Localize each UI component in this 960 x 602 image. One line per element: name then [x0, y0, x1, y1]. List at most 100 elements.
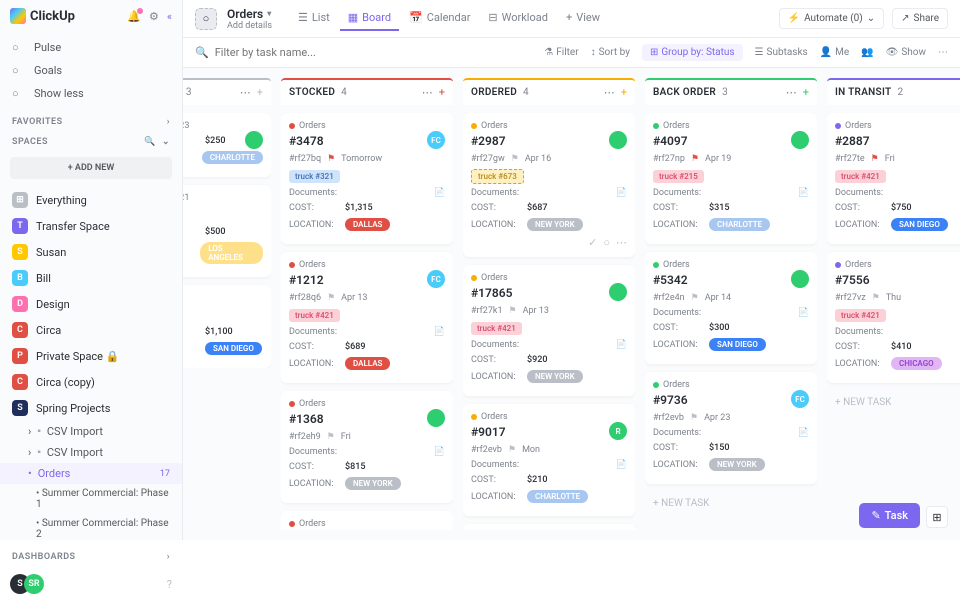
document-icon[interactable]: 📄: [798, 428, 809, 438]
location-pill[interactable]: DALLAS: [345, 218, 390, 231]
card-tag[interactable]: truck #215: [653, 170, 704, 183]
task-card[interactable]: Orders: [463, 524, 635, 530]
group-by-button[interactable]: ⊞ Group by: Status: [642, 44, 743, 61]
card-tag[interactable]: truck #321: [289, 170, 340, 183]
card-tag[interactable]: truck #421: [289, 309, 340, 322]
show-button[interactable]: 👁 Show: [886, 47, 926, 58]
folder-icon[interactable]: ○: [195, 8, 217, 30]
location-pill[interactable]: NEW YORK: [709, 458, 765, 471]
flag-icon[interactable]: ⚑: [691, 154, 699, 164]
card-tag[interactable]: truck #421: [471, 322, 522, 335]
flag-icon[interactable]: ⚑: [509, 306, 517, 316]
space-spring-projects[interactable]: SSpring Projects: [0, 395, 182, 421]
help-icon[interactable]: ?: [167, 578, 172, 591]
column-more-icon[interactable]: ⋯: [604, 86, 615, 99]
task-card[interactable]: ⚑Mon73ST:$1,100N:SAN DIEGO: [183, 285, 271, 368]
folder-item[interactable]: ›▪CSV Import: [0, 442, 182, 463]
filter-button[interactable]: ⚗ Filter: [544, 47, 578, 58]
document-icon[interactable]: 📄: [434, 327, 445, 337]
assignee-avatar[interactable]: [791, 270, 809, 288]
view-tab-workload[interactable]: ⊟Workload: [480, 6, 556, 31]
sidebar-nav-goals[interactable]: ○Goals: [0, 59, 182, 82]
check-icon[interactable]: ✓: [588, 236, 597, 249]
flag-icon[interactable]: ⚑: [872, 293, 880, 303]
sort-button[interactable]: ↕ Sort by: [591, 47, 630, 58]
me-button[interactable]: 👤 Me: [820, 47, 850, 58]
view-tab-list[interactable]: ☰List: [290, 6, 338, 31]
space-circa[interactable]: CCirca: [0, 317, 182, 343]
location-pill[interactable]: DALLAS: [345, 357, 390, 370]
flag-icon[interactable]: ⚑: [511, 154, 519, 164]
column-add-icon[interactable]: +: [439, 86, 445, 99]
document-icon[interactable]: 📄: [616, 340, 627, 350]
flag-icon[interactable]: ⚑: [871, 154, 879, 164]
document-icon[interactable]: 📄: [616, 460, 627, 470]
task-card[interactable]: Orders#2987#rf27gw⚑Apr 16truck #673Docum…: [463, 113, 635, 257]
more-icon[interactable]: ⋯: [616, 236, 627, 249]
new-task-fab[interactable]: ✎ Task: [859, 503, 920, 528]
location-pill[interactable]: LOS ANGELES: [200, 242, 263, 264]
document-icon[interactable]: 📄: [434, 447, 445, 457]
new-task-button[interactable]: + NEW TASK: [827, 391, 960, 414]
column-more-icon[interactable]: ⋯: [786, 86, 797, 99]
task-card[interactable]: Orders#3478FC#rf27bq⚑Tomorrowtruck #321D…: [281, 113, 453, 244]
document-icon[interactable]: 📄: [616, 188, 627, 198]
assignee-avatar[interactable]: [245, 131, 263, 149]
location-pill[interactable]: SAN DIEGO: [205, 342, 262, 355]
add-new-space-button[interactable]: + ADD NEW: [10, 157, 172, 179]
space-circa--copy-[interactable]: CCirca (copy): [0, 369, 182, 395]
task-card[interactable]: ⚑Apr 2121ST:$500N:LOS ANGELES: [183, 185, 271, 277]
assignee-avatar[interactable]: R: [609, 422, 627, 440]
chevron-down-icon[interactable]: ⌄: [162, 137, 170, 147]
location-pill[interactable]: CHARLOTTE: [709, 218, 770, 231]
page-subtitle[interactable]: Add details: [227, 21, 272, 31]
document-icon[interactable]: 📄: [798, 188, 809, 198]
assignee-avatar[interactable]: FC: [427, 131, 445, 149]
logo[interactable]: ClickUp: [10, 8, 75, 24]
space-transfer-space[interactable]: TTransfer Space: [0, 213, 182, 239]
assignee-avatar[interactable]: [791, 131, 809, 149]
task-card[interactable]: Orders#9736FC#rf2evb⚑Apr 23Documents:📄CO…: [645, 372, 817, 484]
folder-item[interactable]: ›▪CSV Import: [0, 421, 182, 442]
task-card[interactable]: Orders#4097#rf27np⚑Apr 19truck #215Docum…: [645, 113, 817, 244]
assignee-button[interactable]: 👥: [861, 47, 873, 58]
assignee-avatar[interactable]: FC: [427, 270, 445, 288]
flag-icon[interactable]: ⚑: [327, 432, 335, 442]
location-pill[interactable]: CHARLOTTE: [527, 490, 588, 503]
flag-icon[interactable]: ⚑: [508, 445, 516, 455]
flag-icon[interactable]: ⚑: [690, 413, 698, 423]
flag-icon[interactable]: ⚑: [691, 293, 699, 303]
user-avatar[interactable]: SR: [24, 574, 44, 594]
document-icon[interactable]: 📄: [798, 308, 809, 318]
search-box[interactable]: 🔍: [195, 46, 534, 59]
card-tag[interactable]: truck #421: [835, 170, 886, 183]
search-icon[interactable]: 🔍: [144, 137, 156, 147]
card-tag[interactable]: truck #421: [835, 309, 886, 322]
task-card[interactable]: ⚑Apr 23ST:$250N:CHARLOTTE: [183, 113, 271, 177]
dashboards-header[interactable]: DASHBOARDS ›: [0, 544, 182, 566]
column-add-icon[interactable]: +: [257, 86, 263, 99]
column-more-icon[interactable]: ⋯: [422, 86, 433, 99]
card-tag[interactable]: truck #673: [471, 169, 524, 184]
task-card[interactable]: Orders#1368#rf2eh9⚑FriDocuments:📄COST:$8…: [281, 391, 453, 503]
more-icon[interactable]: ⋯: [938, 47, 948, 58]
location-pill[interactable]: SAN DIEGO: [891, 218, 948, 231]
view-tab-board[interactable]: ▦Board: [340, 6, 399, 31]
column-add-icon[interactable]: +: [621, 86, 627, 99]
location-pill[interactable]: CHICAGO: [891, 357, 942, 370]
assignee-avatar[interactable]: [609, 283, 627, 301]
notifications-icon[interactable]: 🔔: [127, 10, 141, 23]
task-card[interactable]: Orders#2887#rf27te⚑Fritruck #421Document…: [827, 113, 960, 244]
page-title[interactable]: Orders ▾: [227, 7, 272, 21]
circle-icon[interactable]: ○: [603, 236, 610, 249]
collapse-sidebar-icon[interactable]: «: [167, 10, 172, 23]
flag-icon[interactable]: ⚑: [327, 293, 335, 303]
space-design[interactable]: DDesign: [0, 291, 182, 317]
view-tab-view[interactable]: +View: [558, 6, 608, 31]
share-button[interactable]: ↗ Share: [892, 8, 948, 29]
automate-button[interactable]: ⚡ Automate (0) ⌄: [779, 8, 885, 29]
location-pill[interactable]: NEW YORK: [345, 477, 401, 490]
subtasks-button[interactable]: ☰ Subtasks: [755, 47, 808, 58]
search-input[interactable]: [215, 46, 415, 59]
flag-icon[interactable]: ⚑: [327, 154, 335, 164]
